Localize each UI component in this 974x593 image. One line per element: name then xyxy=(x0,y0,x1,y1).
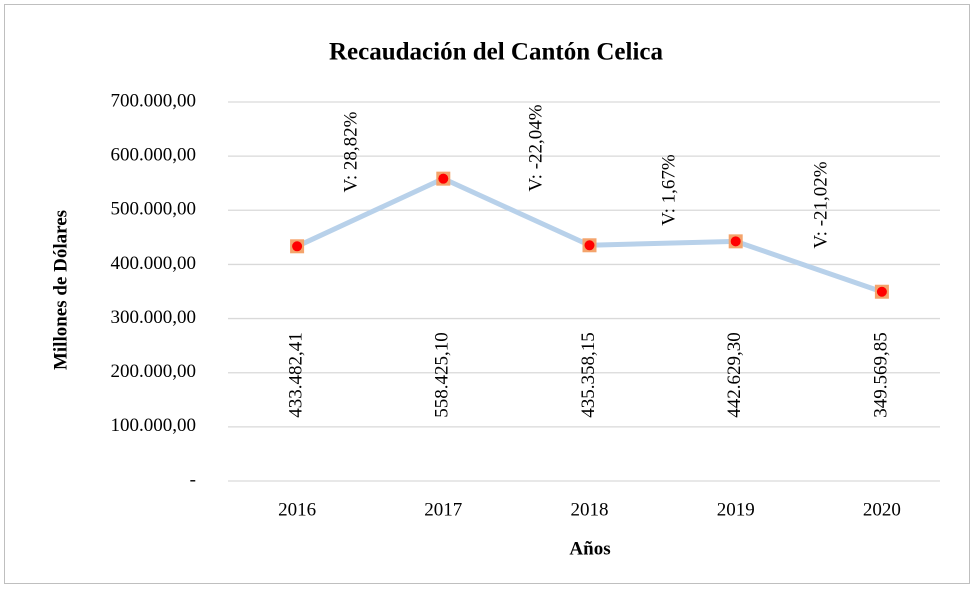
x-tick-label: 2017 xyxy=(424,499,462,520)
y-tick-label: 200.000,00 xyxy=(111,361,197,382)
marker xyxy=(876,286,887,297)
marker xyxy=(584,240,595,251)
y-tick-label: - xyxy=(190,469,196,490)
y-tick-label: 400.000,00 xyxy=(111,253,197,274)
chart-frame xyxy=(4,4,970,584)
y-tick-label: 600.000,00 xyxy=(111,145,197,166)
data-label: 442.629,30 xyxy=(724,332,745,418)
x-tick-label: 2018 xyxy=(571,499,609,520)
x-tick-label: 2019 xyxy=(717,499,755,520)
marker xyxy=(292,241,303,252)
chart-title: Recaudación del Cantón Celica xyxy=(329,39,664,66)
x-tick-label: 2020 xyxy=(863,499,901,520)
y-tick-label: 100.000,00 xyxy=(111,415,197,436)
annotation: V: -22,04% xyxy=(525,104,546,191)
annotation: V: 1,67% xyxy=(658,154,679,226)
annotation: V: 28,82% xyxy=(340,111,361,192)
y-axis-title: Millones de Dólares xyxy=(50,210,71,370)
x-tick-label: 2016 xyxy=(278,499,316,520)
data-label: 433.482,41 xyxy=(285,332,306,418)
data-label: 558.425,10 xyxy=(432,332,453,418)
data-label: 349.569,85 xyxy=(870,332,891,418)
annotation: V: -21,02% xyxy=(810,161,831,248)
marker xyxy=(730,236,741,247)
y-tick-label: 300.000,00 xyxy=(111,307,197,328)
marker xyxy=(438,173,449,184)
x-axis-title: Años xyxy=(569,538,610,559)
y-tick-label: 700.000,00 xyxy=(111,90,197,111)
y-tick-label: 500.000,00 xyxy=(111,199,197,220)
data-label: 435.358,15 xyxy=(578,332,599,418)
